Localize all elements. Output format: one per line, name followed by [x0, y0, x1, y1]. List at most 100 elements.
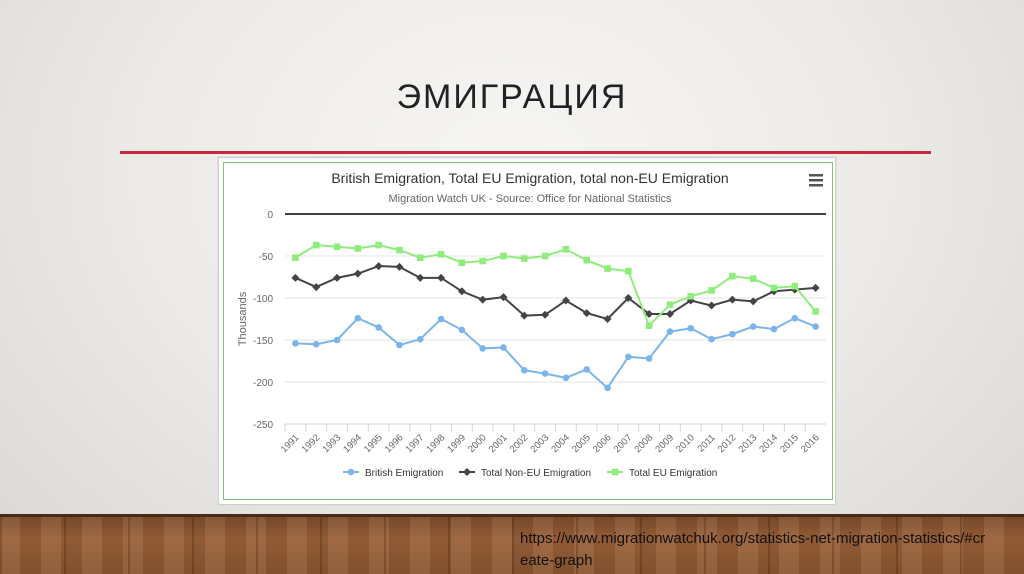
- data-point: [645, 309, 654, 318]
- data-point: [437, 315, 445, 323]
- data-point: [749, 275, 757, 282]
- source-link[interactable]: https://www.migrationwatchuk.org/statist…: [520, 530, 986, 569]
- data-point: [791, 314, 799, 322]
- y-tick-label: -50: [259, 252, 274, 263]
- data-point: [312, 283, 321, 292]
- x-tick-label: 1996: [383, 432, 406, 455]
- data-point: [458, 259, 466, 267]
- series-british: [292, 314, 819, 392]
- data-point: [749, 297, 758, 306]
- series-line-british: [295, 316, 816, 390]
- data-point: [292, 340, 299, 347]
- data-point: [728, 295, 737, 304]
- y-tick-label: 0: [267, 210, 273, 221]
- x-tick-label: 1997: [404, 432, 427, 455]
- data-point: [687, 324, 695, 332]
- x-tick-label: 2015: [778, 432, 801, 455]
- data-point: [375, 324, 382, 331]
- data-point: [541, 252, 549, 260]
- data-point: [791, 282, 799, 290]
- data-point: [770, 325, 778, 333]
- data-point: [812, 323, 819, 330]
- x-tick-label: 2012: [716, 432, 739, 455]
- data-point: [603, 315, 612, 323]
- y-tick-label: -150: [253, 336, 273, 347]
- data-point: [479, 345, 486, 352]
- data-point: [416, 254, 424, 261]
- data-point: [416, 273, 425, 282]
- data-point: [416, 335, 424, 343]
- data-point: [375, 241, 382, 249]
- x-tick-label: 1991: [279, 432, 302, 455]
- data-point: [666, 328, 674, 335]
- legend-label: British Emigration: [365, 468, 443, 479]
- series-line-eu: [294, 244, 817, 328]
- data-point: [562, 374, 570, 382]
- data-point: [811, 283, 820, 292]
- data-point: [292, 254, 299, 261]
- x-tick-label: 1994: [341, 432, 364, 455]
- data-point: [708, 287, 715, 294]
- data-point: [520, 311, 529, 320]
- y-tick-label: -250: [253, 420, 273, 431]
- data-point: [396, 341, 403, 349]
- x-tick-label: 1999: [445, 432, 468, 455]
- legend-item-eu[interactable]: Total EU Emigration: [607, 468, 717, 479]
- data-point: [457, 287, 466, 296]
- chart-card: British Emigration, Total EU Emigration,…: [218, 157, 836, 505]
- x-tick-label: 2004: [549, 432, 572, 455]
- x-tick-label: 2006: [591, 432, 614, 455]
- hamburger-icon[interactable]: [809, 174, 823, 187]
- x-tick-label: 1998: [424, 432, 447, 455]
- data-point: [582, 309, 591, 318]
- floor-edge: [0, 514, 1024, 517]
- data-point: [374, 262, 383, 271]
- data-point: [520, 366, 528, 374]
- data-point: [708, 335, 715, 343]
- x-tick-label: 2007: [612, 432, 635, 455]
- data-point: [396, 246, 403, 254]
- y-axis-label: Thousands: [237, 291, 249, 346]
- x-tick-label: 2003: [528, 432, 551, 455]
- x-tick-label: 2009: [653, 432, 676, 455]
- data-point: [770, 284, 778, 292]
- data-point: [604, 384, 611, 392]
- y-tick-label: -200: [253, 378, 273, 389]
- data-point: [583, 256, 591, 264]
- data-point: [687, 293, 695, 300]
- data-point: [312, 340, 320, 348]
- legend-item-british[interactable]: British Emigration: [343, 468, 443, 479]
- title-divider: [120, 151, 931, 154]
- line-chart: British Emigration, Total EU Emigration,…: [237, 170, 826, 479]
- x-tick-label: 2005: [570, 432, 593, 455]
- data-point: [333, 336, 341, 344]
- slide-title: ЭМИГРАЦИЯ: [396, 78, 628, 116]
- data-point: [812, 308, 819, 315]
- series-line-non_eu: [294, 265, 816, 321]
- legend-item-non_eu[interactable]: Total Non-EU Emigration: [459, 468, 591, 479]
- x-tick-label: 2002: [508, 432, 531, 455]
- data-point: [665, 309, 674, 318]
- data-point: [291, 273, 300, 282]
- y-tick-label: -100: [253, 294, 273, 305]
- x-tick-label: 2013: [737, 432, 760, 455]
- data-point: [478, 295, 487, 304]
- x-tick-label: 2016: [799, 432, 822, 455]
- x-tick-label: 2010: [674, 432, 697, 455]
- wood-floor: [0, 514, 1024, 574]
- data-point: [541, 310, 550, 319]
- x-tick-label: 1995: [362, 432, 385, 455]
- data-point: [520, 255, 528, 262]
- chart-title: British Emigration, Total EU Emigration,…: [331, 170, 728, 186]
- data-point: [561, 296, 570, 305]
- data-point: [624, 294, 633, 302]
- x-tick-label: 2008: [633, 432, 656, 455]
- series-eu: [292, 241, 819, 330]
- chart-frame: [223, 162, 833, 500]
- legend-marker: [347, 468, 355, 476]
- data-point: [645, 322, 653, 330]
- data-point: [395, 262, 404, 271]
- x-tick-label: 1992: [300, 432, 323, 455]
- x-tick-label: 2011: [695, 432, 717, 454]
- series-non_eu: [291, 262, 820, 323]
